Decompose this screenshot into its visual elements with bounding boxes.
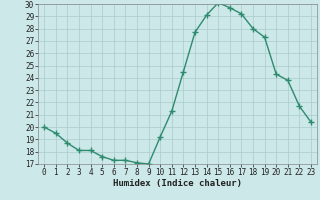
X-axis label: Humidex (Indice chaleur): Humidex (Indice chaleur) <box>113 179 242 188</box>
